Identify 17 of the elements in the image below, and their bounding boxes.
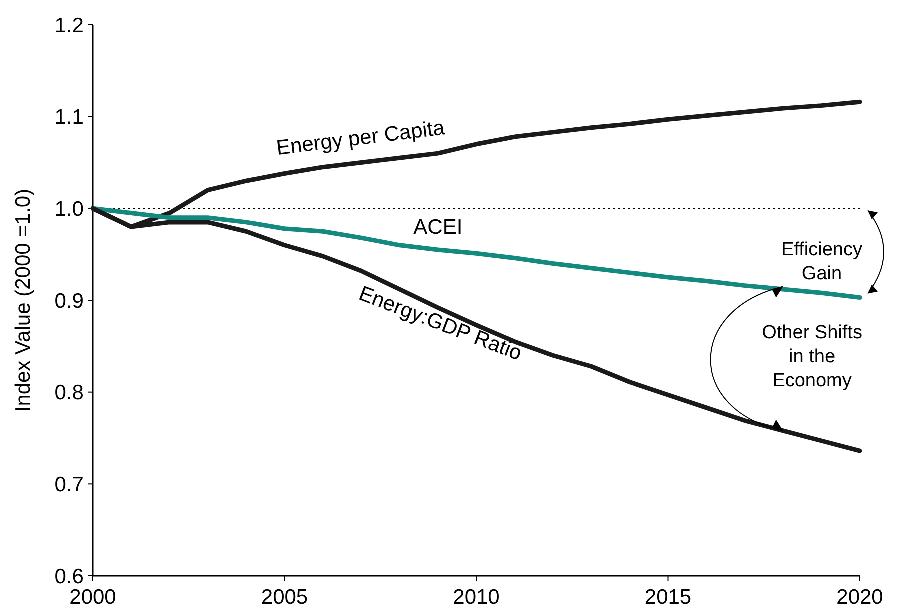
y-tick-label: 1.1 <box>54 106 84 130</box>
y-tick-label: 0.9 <box>54 290 84 313</box>
text: Energy per Capita <box>275 116 446 160</box>
x-tick-label: 2010 <box>453 586 500 609</box>
x-tick-label: 2005 <box>261 586 308 609</box>
y-axis-title: Index Value (2000 =1.0) <box>12 188 35 412</box>
y-tick-label: 1.2 <box>54 14 84 38</box>
y-tick-label: 0.6 <box>54 565 84 588</box>
x-tick-label: 2020 <box>836 586 884 609</box>
x-tick-label: 2015 <box>644 586 692 609</box>
series-label: ACEI <box>414 216 463 239</box>
x-tick-label: 2000 <box>70 586 116 609</box>
y-tick-label: 0.8 <box>54 382 84 405</box>
annotation: Efficiency Gain <box>782 240 863 285</box>
annotation: Other Shifts in the Economy <box>762 322 862 392</box>
y-tick-label: 0.7 <box>54 474 84 497</box>
y-tick-label: 1.0 <box>54 198 84 222</box>
